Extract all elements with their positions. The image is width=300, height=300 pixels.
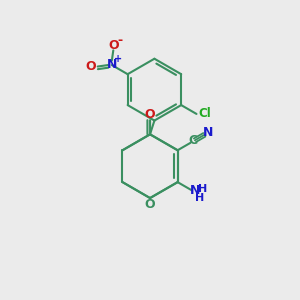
Text: Cl: Cl [199, 107, 211, 120]
Text: C: C [189, 134, 198, 147]
Text: -: - [117, 34, 122, 47]
Text: +: + [114, 54, 122, 64]
Text: O: O [108, 39, 119, 52]
Text: N: N [107, 58, 118, 71]
Text: H: H [195, 193, 204, 203]
Text: N: N [190, 184, 200, 197]
Text: H: H [198, 184, 207, 194]
Text: O: O [145, 198, 155, 211]
Text: O: O [85, 60, 96, 73]
Text: O: O [145, 108, 155, 121]
Text: N: N [202, 126, 213, 140]
